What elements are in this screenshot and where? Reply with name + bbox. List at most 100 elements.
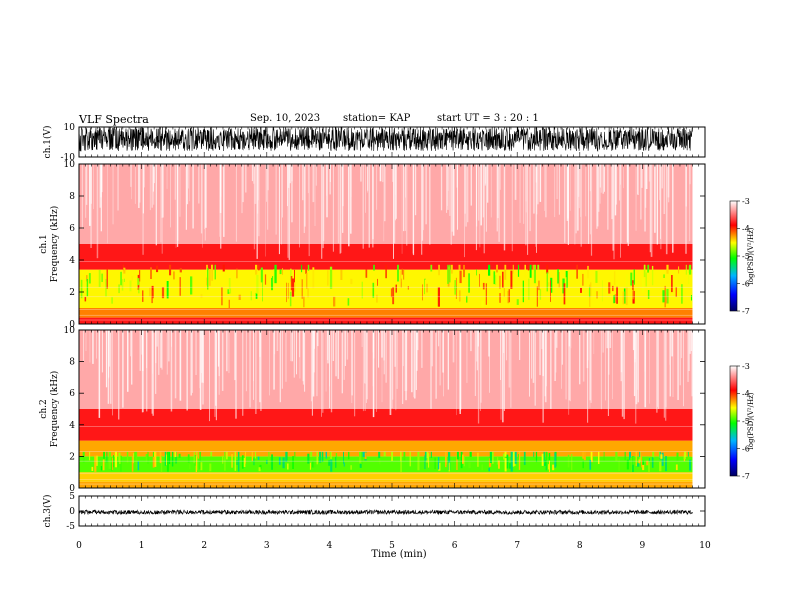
spectral-speckle (289, 291, 292, 307)
spectral-stripe (322, 330, 324, 413)
spectral-speckle (399, 270, 402, 282)
ch3-waveform-ytick-label: -5 (66, 522, 75, 532)
spectral-speckle (329, 451, 331, 457)
spectral-speckle (200, 294, 203, 299)
spectral-speckle (258, 264, 260, 271)
spectral-stripe (634, 330, 636, 363)
spectral-stripe (499, 164, 501, 190)
spectral-stripe (254, 164, 257, 204)
spectral-stripe (335, 330, 337, 377)
spectral-speckle (493, 271, 496, 285)
spectral-stripe (635, 330, 638, 405)
ch2-frequency-label: Frequency (kHz) (49, 371, 60, 448)
spectral-speckle (138, 288, 140, 294)
spectral-speckle (448, 462, 450, 472)
spectral-stripe (661, 164, 663, 189)
spectral-stripe (166, 330, 168, 375)
spectral-stripe (685, 164, 687, 254)
spectral-speckle (301, 279, 303, 299)
ch2-spectrogram-band-0 (79, 481, 693, 488)
spectral-speckle (350, 278, 353, 285)
spectral-stripe (378, 330, 380, 368)
spectral-speckle (661, 452, 664, 466)
spectral-speckle (102, 459, 105, 471)
spectral-stripe (142, 330, 144, 413)
spectral-stripe (578, 164, 580, 209)
spectral-speckle (251, 451, 253, 461)
spectral-stripe (457, 164, 458, 230)
spectral-stripe (579, 330, 581, 385)
spectral-stripe (447, 164, 449, 191)
spectral-stripe (393, 164, 396, 244)
spectral-stripe (405, 330, 407, 401)
spectral-speckle (626, 459, 629, 470)
spectral-stripe (287, 164, 288, 207)
spectral-speckle (589, 460, 592, 470)
spectral-speckle (469, 451, 472, 457)
spectral-speckle (309, 462, 311, 470)
spectral-stripe (382, 164, 384, 183)
spectral-stripe (127, 330, 129, 392)
spectral-speckle (557, 269, 559, 284)
spectral-stripe (199, 330, 202, 410)
spectral-stripe (401, 164, 403, 254)
spectral-stripe (141, 330, 143, 355)
spectral-stripe (112, 164, 114, 225)
spectral-stripe (221, 330, 224, 391)
spectral-stripe (585, 164, 587, 217)
spectral-stripe (470, 330, 472, 352)
spectral-speckle (306, 272, 308, 289)
spectral-speckle (137, 461, 140, 471)
ch1-spectrogram-ytick-label: 10 (64, 160, 76, 170)
spectral-speckle (426, 283, 428, 293)
spectral-stripe (607, 164, 609, 230)
spectral-speckle (133, 453, 134, 464)
spectral-stripe (251, 164, 253, 182)
spectral-stripe (153, 164, 155, 184)
spectral-speckle (335, 453, 338, 462)
spectral-stripe (566, 164, 569, 221)
spectral-stripe (431, 330, 433, 367)
spectral-speckle (401, 268, 403, 275)
spectral-speckle (571, 454, 573, 471)
spectral-stripe (344, 330, 346, 366)
spectral-speckle (391, 451, 393, 461)
spectral-speckle (489, 451, 492, 463)
spectral-stripe (659, 164, 660, 201)
spectral-stripe (531, 330, 532, 379)
spectral-stripe (155, 330, 157, 394)
spectral-speckle (253, 458, 255, 466)
spectral-stripe (620, 164, 621, 258)
spectral-stripe (405, 164, 406, 231)
spectral-stripe (508, 330, 511, 388)
chart-title: VLF Spectra (79, 113, 149, 126)
spectral-stripe (313, 330, 315, 373)
spectral-stripe (593, 330, 595, 354)
spectral-stripe (405, 330, 408, 391)
spectral-speckle (307, 453, 310, 464)
spectral-stripe (561, 330, 563, 365)
spectral-stripe (435, 330, 437, 399)
spectral-speckle (145, 454, 148, 462)
spectral-speckle (638, 459, 641, 464)
spectral-speckle (689, 459, 692, 471)
spectral-speckle (642, 464, 645, 471)
colorbar-tick-label: -7 (742, 307, 750, 316)
spectral-speckle (430, 264, 433, 272)
spectral-stripe (564, 164, 566, 243)
spectral-stripe (477, 330, 480, 424)
spectral-stripe (527, 164, 529, 255)
spectral-stripe (315, 164, 317, 186)
spectral-speckle (533, 264, 536, 284)
spectral-speckle (312, 461, 314, 468)
spectral-stripe (376, 330, 377, 412)
spectral-stripe (667, 164, 670, 198)
spectral-speckle (539, 288, 542, 300)
spectral-speckle (684, 451, 687, 457)
spectral-speckle (383, 451, 386, 457)
x-tick-label: 1 (139, 541, 145, 551)
spectral-speckle (178, 453, 181, 458)
spectral-stripe (451, 164, 454, 232)
spectral-speckle (111, 297, 113, 304)
spectral-speckle (257, 456, 260, 460)
